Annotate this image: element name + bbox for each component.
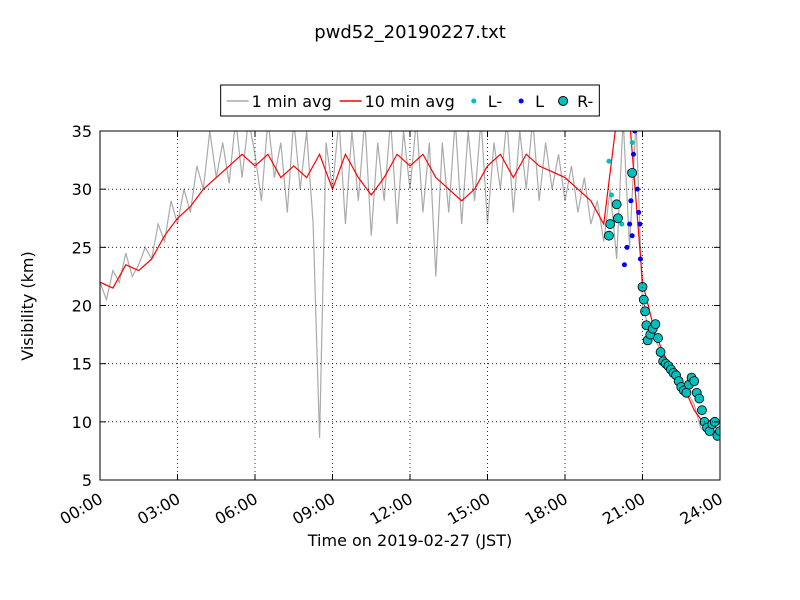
data-point xyxy=(611,199,622,210)
legend-swatch xyxy=(558,96,569,106)
data-point xyxy=(604,230,614,241)
x-tick-label: 06:00 xyxy=(212,489,261,529)
x-axis-label: Time on 2019-02-27 (JST) xyxy=(307,531,512,550)
data-point xyxy=(650,319,661,330)
x-tick-label: 18:00 xyxy=(522,489,571,529)
x-tick-label: 24:00 xyxy=(677,489,726,529)
legend-label: L xyxy=(535,92,544,111)
data-point xyxy=(630,151,636,157)
data-point xyxy=(634,186,640,192)
data-point xyxy=(605,219,616,229)
y-tick-label: 30 xyxy=(72,180,92,199)
x-tick-label: 12:00 xyxy=(367,489,416,529)
legend-item: 10 min avg xyxy=(339,92,455,111)
y-axis-label: Visibility (km) xyxy=(18,251,37,360)
legend-item: 1 min avg xyxy=(226,92,332,111)
x-tick-label: 09:00 xyxy=(289,489,338,529)
legend-label: 1 min avg xyxy=(252,92,332,111)
data-point xyxy=(653,333,663,343)
data-point xyxy=(697,405,707,416)
data-point xyxy=(638,294,649,305)
data-point xyxy=(632,131,638,134)
legend-swatch xyxy=(518,98,524,104)
chart-title: pwd52_20190227.txt xyxy=(314,22,506,43)
data-point xyxy=(694,393,705,404)
data-point xyxy=(621,262,627,268)
y-tick-label: 10 xyxy=(72,413,92,432)
data-point xyxy=(627,167,638,178)
legend-label: 10 min avg xyxy=(365,92,455,111)
data-point xyxy=(655,347,666,357)
legend-item: L xyxy=(518,92,544,111)
data-point xyxy=(681,387,692,398)
legend-item: R- xyxy=(558,92,593,111)
data-point xyxy=(609,192,614,198)
data-point xyxy=(640,306,650,317)
legend-label: R- xyxy=(577,92,593,111)
data-point xyxy=(624,244,630,250)
data-point xyxy=(637,221,643,227)
y-tick-label: 20 xyxy=(72,297,92,316)
data-point xyxy=(606,158,612,164)
data-point xyxy=(715,426,720,437)
x-tick-label: 21:00 xyxy=(599,489,648,529)
legend-item: L- xyxy=(471,92,502,111)
data-point xyxy=(629,140,635,146)
data-point xyxy=(629,233,635,239)
y-tick-label: 15 xyxy=(72,355,92,374)
x-tick-label: 03:00 xyxy=(134,489,183,529)
series-line xyxy=(100,131,720,435)
x-tick-label: 00:00 xyxy=(57,489,106,529)
y-tick-label: 25 xyxy=(72,238,92,257)
data-point xyxy=(628,198,634,204)
legend: 1 min avg 10 min avg L- L R- xyxy=(220,84,600,117)
y-tick-label: 5 xyxy=(82,471,92,490)
x-tick-label: 15:00 xyxy=(444,489,493,529)
data-point xyxy=(627,221,633,227)
data-point xyxy=(613,213,623,224)
legend-swatch xyxy=(471,98,477,104)
data-point xyxy=(689,376,700,387)
plot-area xyxy=(100,131,720,441)
legend-label: L- xyxy=(488,92,502,111)
legend-box xyxy=(220,84,600,117)
data-point xyxy=(636,209,642,215)
data-point xyxy=(637,256,643,262)
y-tick-label: 35 xyxy=(72,122,92,141)
data-point xyxy=(619,221,625,227)
